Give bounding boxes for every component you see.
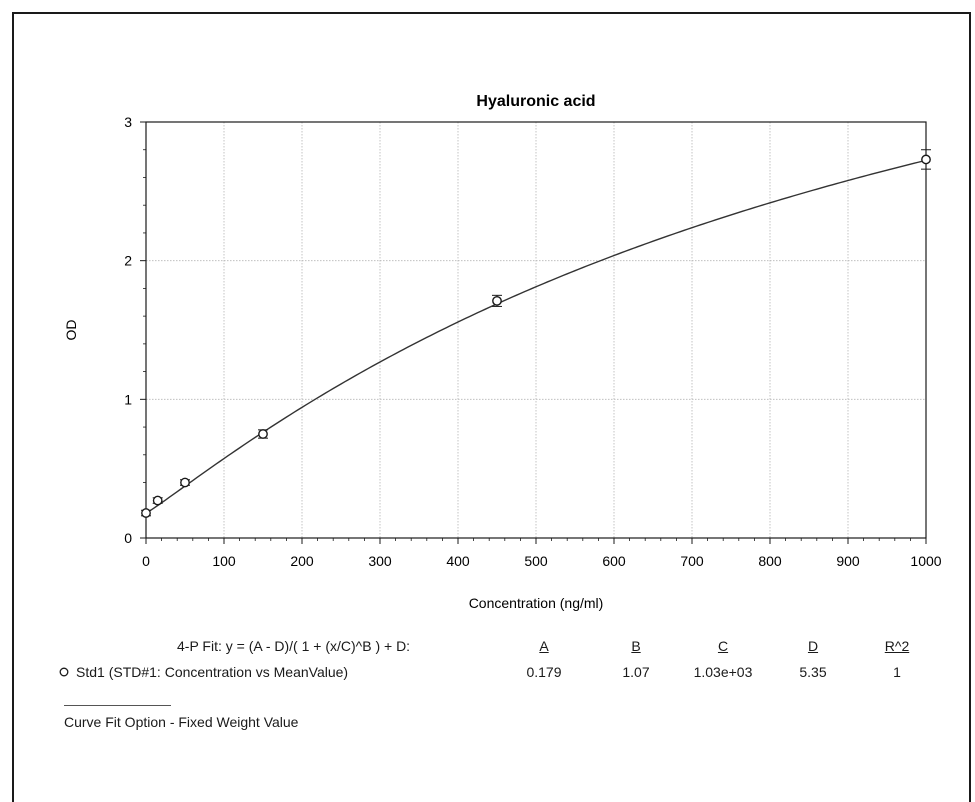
legend-marker-icon [59, 667, 69, 677]
fit-header-c: C [717, 638, 729, 654]
x-tick-label: 200 [290, 553, 314, 569]
fit-header-a: A [539, 638, 549, 654]
footer-divider [64, 705, 171, 706]
data-point [180, 477, 190, 488]
x-tick-label: 500 [524, 553, 548, 569]
x-tick-label: 1000 [910, 553, 941, 569]
fit-curve-group [145, 159, 927, 514]
data-point [258, 429, 268, 439]
fit-value-c: 1.03e+03 [693, 664, 753, 680]
data-points [141, 149, 931, 518]
legend-series-name: Std1 (STD#1: Concentration vs MeanValue) [76, 664, 349, 680]
fit-value-b: 1.07 [622, 664, 650, 680]
y-tick-label: 0 [124, 530, 132, 546]
fit-value-a: 0.179 [526, 664, 562, 680]
x-tick-label: 0 [142, 553, 150, 569]
fit-value-r2: 1 [893, 664, 901, 680]
x-tick-label: 900 [836, 553, 860, 569]
data-point [141, 508, 151, 518]
data-point [492, 295, 502, 306]
fit-header-b: B [631, 638, 641, 654]
x-tick-label: 400 [446, 553, 470, 569]
fit-value-d: 5.35 [799, 664, 827, 680]
x-axis-label: Concentration (ng/ml) [469, 595, 604, 611]
x-tick-label: 300 [368, 553, 392, 569]
data-point [152, 495, 163, 506]
y-axis-label: OD [63, 320, 79, 341]
y-tick-label: 2 [124, 253, 132, 269]
x-tick-label: 700 [680, 553, 704, 569]
x-tick-label: 100 [212, 553, 236, 569]
chart-title: Hyaluronic acid [476, 93, 595, 110]
data-point [921, 154, 931, 165]
chart-frame [12, 12, 971, 802]
x-tick-label: 800 [758, 553, 782, 569]
y-tick-label: 1 [124, 391, 132, 407]
x-tick-label: 600 [602, 553, 626, 569]
curve-fit-option-note: Curve Fit Option - Fixed Weight Value [64, 714, 299, 730]
grid-lines [146, 122, 926, 538]
fit-curve [145, 159, 927, 514]
axis-ticks: 0 100 200 300 400 500 600 700 800 900 1000 0 1 2 3 [124, 114, 942, 569]
y-tick-label: 3 [124, 114, 132, 130]
fit-header-d: D [807, 638, 819, 654]
fit-header-r2: R^2 [884, 638, 910, 654]
fit-equation-label: 4-P Fit: y = (A - D)/( 1 + (x/C)^B ) + D… [177, 638, 411, 654]
